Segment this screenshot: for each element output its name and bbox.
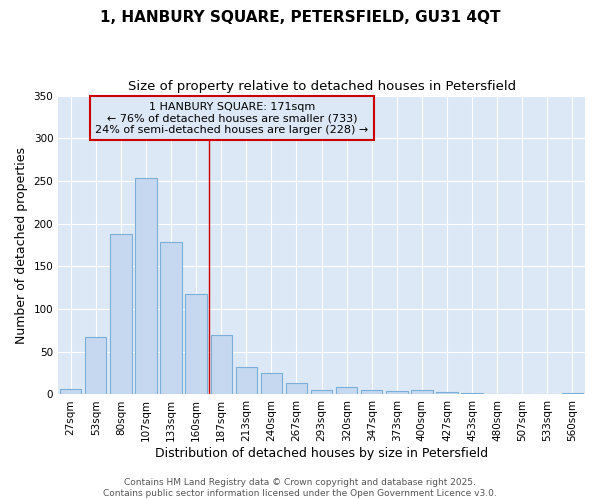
Bar	[136, 178, 157, 394]
X-axis label: Distribution of detached houses by size in Petersfield: Distribution of detached houses by size …	[155, 447, 488, 460]
Bar	[160, 242, 182, 394]
Text: 1, HANBURY SQUARE, PETERSFIELD, GU31 4QT: 1, HANBURY SQUARE, PETERSFIELD, GU31 4QT	[100, 10, 500, 25]
Bar	[110, 234, 131, 394]
Bar	[211, 334, 232, 394]
Bar	[361, 390, 382, 394]
Bar	[562, 393, 583, 394]
Text: 1 HANBURY SQUARE: 171sqm
← 76% of detached houses are smaller (733)
24% of semi-: 1 HANBURY SQUARE: 171sqm ← 76% of detach…	[95, 102, 368, 134]
Text: Contains HM Land Registry data © Crown copyright and database right 2025.
Contai: Contains HM Land Registry data © Crown c…	[103, 478, 497, 498]
Bar	[236, 367, 257, 394]
Bar	[185, 294, 207, 394]
Bar	[436, 392, 458, 394]
Bar	[60, 390, 82, 394]
Bar	[85, 337, 106, 394]
Y-axis label: Number of detached properties: Number of detached properties	[15, 146, 28, 344]
Bar	[336, 387, 358, 394]
Bar	[411, 390, 433, 394]
Title: Size of property relative to detached houses in Petersfield: Size of property relative to detached ho…	[128, 80, 515, 93]
Bar	[461, 393, 483, 394]
Bar	[261, 373, 282, 394]
Bar	[386, 391, 407, 394]
Bar	[286, 384, 307, 394]
Bar	[311, 390, 332, 394]
